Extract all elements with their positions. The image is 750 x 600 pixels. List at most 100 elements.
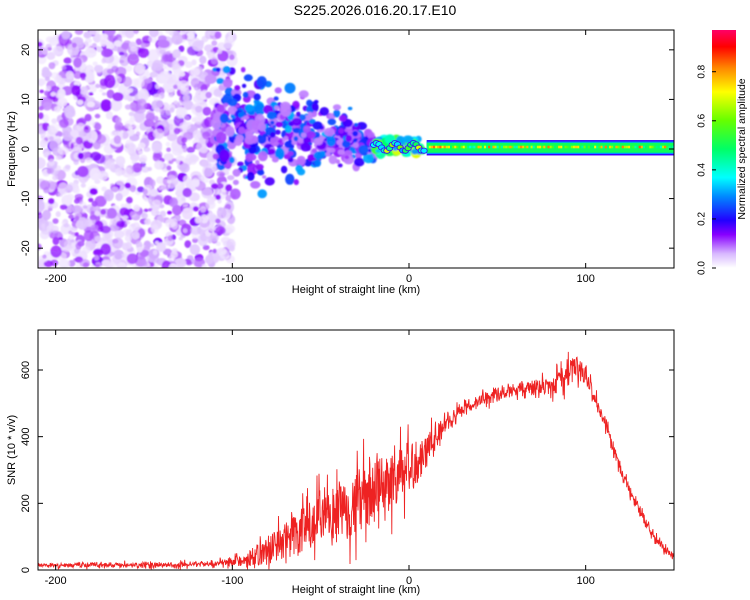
carrier-band-cell [570, 145, 574, 149]
heatmap-cell [90, 224, 99, 231]
heatmap-cell [50, 91, 56, 97]
carrier-band-cell [585, 145, 588, 149]
heatmap-cell [92, 43, 97, 48]
heatmap-cell [338, 115, 347, 122]
heatmap-cell [211, 117, 222, 130]
heatmap-cell [48, 158, 55, 167]
heatmap-cell [336, 139, 343, 146]
heatmap-cell [191, 59, 197, 66]
heatmap-cell [204, 44, 215, 52]
heatmap-cell [208, 226, 216, 232]
heatmap-cell [186, 146, 195, 153]
carrier-band-cell [541, 145, 544, 149]
heatmap-cell [226, 238, 236, 250]
carrier-band-cell [517, 145, 521, 149]
heatmap-cell [124, 120, 136, 130]
carrier-band-cell [615, 145, 618, 149]
heatmap-cell [190, 171, 202, 180]
heatmap-cell [241, 83, 247, 88]
heatmap-cell [167, 235, 173, 242]
carrier-band-cell [507, 145, 510, 149]
carrier-band-cell [447, 145, 451, 149]
heatmap-cell [101, 58, 106, 64]
heatmap-cell [127, 52, 139, 66]
snr-xlabel: Height of straight line (km) [292, 584, 420, 596]
heatmap-cell [196, 140, 207, 153]
figure-title: S225.2026.016.20.17.E10 [294, 2, 457, 18]
heatmap-cell [46, 168, 52, 175]
heatmap-cell [115, 116, 122, 124]
heatmap-cell [99, 89, 104, 93]
heatmap-cell [178, 45, 185, 53]
heatmap-cell [216, 77, 225, 85]
heatmap-cell [64, 105, 75, 119]
heatmap-cell [182, 207, 193, 220]
heatmap-cell [215, 226, 226, 235]
heatmap-cell [122, 215, 129, 220]
heatmap-cell [79, 259, 91, 268]
carrier-band-cell [524, 145, 527, 149]
heatmap-cell [219, 113, 229, 124]
heatmap-cell [171, 158, 177, 162]
heatmap-cell [204, 74, 217, 84]
heatmap-cell [181, 34, 188, 40]
heatmap-cell [190, 67, 201, 77]
heatmap-cell [225, 255, 236, 264]
heatmap-cell [229, 156, 235, 164]
heatmap-cell [72, 42, 77, 48]
carrier-band-cell [454, 145, 457, 149]
carrier-band-cell [632, 145, 635, 149]
heatmap-cell [42, 122, 50, 131]
x-tick-label: -200 [45, 273, 67, 285]
heatmap-cell [264, 177, 275, 186]
carrier-band-cell [647, 145, 650, 149]
heatmap-cell [38, 199, 45, 213]
heatmap-cell [285, 124, 293, 134]
heatmap-cell [167, 210, 172, 215]
heatmap-cell [102, 92, 107, 96]
heatmap-cell [171, 33, 183, 45]
carrier-band-cell [564, 145, 567, 149]
heatmap-cell [88, 84, 96, 89]
heatmap-cell [182, 202, 189, 208]
heatmap-cell [337, 163, 343, 168]
heatmap-cell [58, 237, 63, 241]
heatmap-cell [41, 223, 47, 229]
carrier-band-cell [649, 145, 652, 149]
heatmap-cell [163, 105, 169, 111]
heatmap-cell [178, 155, 183, 161]
heatmap-cell [165, 30, 173, 34]
heatmap-cell [106, 68, 114, 75]
heatmap-cell [326, 147, 331, 153]
carrier-band-cell [560, 145, 563, 149]
heatmap-cell [242, 91, 249, 98]
heatmap-cell [80, 183, 86, 188]
heatmap-cell [88, 30, 100, 36]
heatmap-cell [112, 237, 124, 249]
heatmap-cell [240, 67, 246, 73]
carrier-band-cell [642, 145, 646, 149]
heatmap-cell [86, 101, 95, 108]
x-tick-label: 0 [406, 575, 412, 587]
carrier-band-cell [623, 145, 627, 149]
heatmap-cell [184, 115, 190, 121]
heatmap-cell [344, 155, 350, 160]
heatmap-cell [100, 99, 112, 112]
heatmap-cell [55, 211, 61, 218]
heatmap-cell [285, 173, 295, 185]
heatmap-cell [219, 172, 225, 177]
heatmap-cell [144, 78, 152, 84]
heatmap-cell [115, 155, 126, 167]
carrier-band-cell [539, 145, 542, 149]
carrier-band-cell [466, 145, 470, 149]
heatmap-cell [312, 121, 323, 130]
heatmap-cell [182, 187, 192, 198]
heatmap-cell [300, 132, 307, 138]
heatmap-cell [111, 186, 119, 193]
heatmap-cell [89, 167, 101, 181]
carrier-band-cell [604, 145, 607, 149]
heatmap-cell [275, 147, 285, 160]
heatmap-cell [184, 61, 193, 68]
heatmap-cell [352, 142, 359, 149]
heatmap-cell [141, 212, 148, 219]
